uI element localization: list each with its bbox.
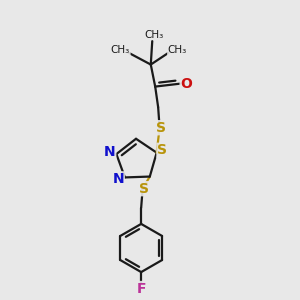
Text: S: S <box>139 182 149 196</box>
Text: F: F <box>136 281 146 296</box>
Text: S: S <box>157 143 167 157</box>
Text: N: N <box>112 172 124 186</box>
Text: CH₃: CH₃ <box>168 46 187 56</box>
Text: CH₃: CH₃ <box>111 46 130 56</box>
Text: N: N <box>104 145 116 159</box>
Text: O: O <box>180 77 192 91</box>
Text: CH₃: CH₃ <box>144 30 164 40</box>
Text: S: S <box>156 121 166 135</box>
